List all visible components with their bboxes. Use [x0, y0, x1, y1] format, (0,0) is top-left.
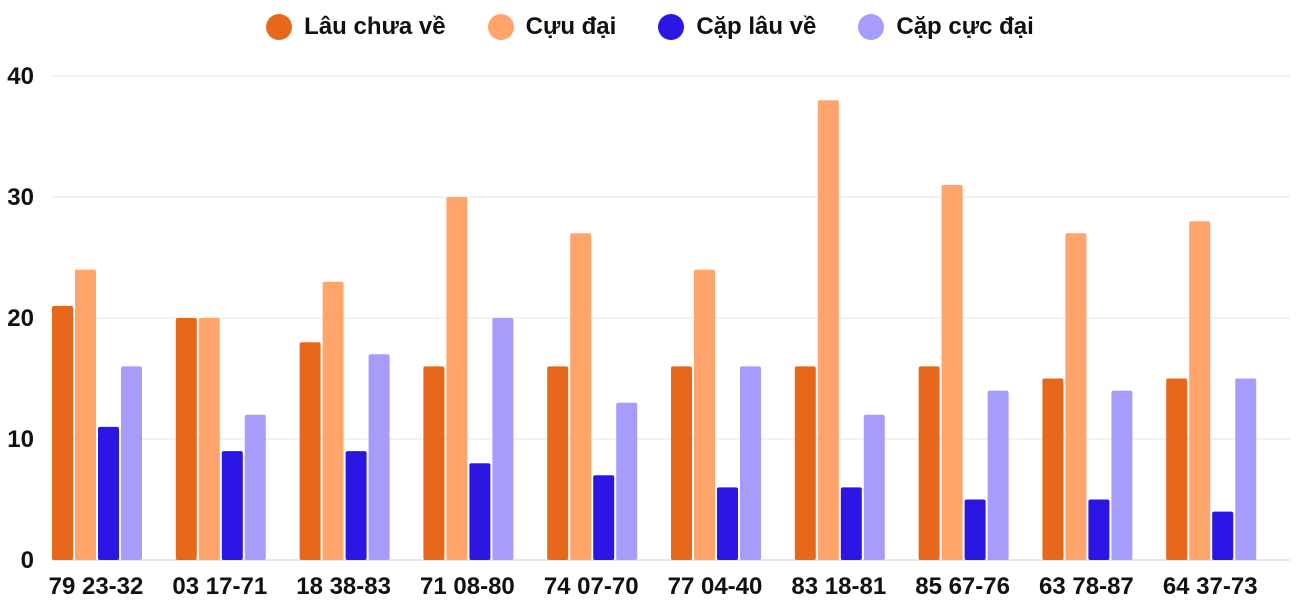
bar [964, 499, 986, 560]
x-tick-label: 77 04-40 [668, 573, 763, 600]
bar [198, 318, 220, 560]
legend-item-lau-chua-ve: Lâu chưa về [266, 13, 446, 41]
bar [175, 318, 197, 560]
bar [547, 366, 569, 560]
legend-label: Cặp cực đại [896, 13, 1034, 40]
bar [817, 100, 839, 560]
bar [368, 354, 390, 560]
x-tick-label: 83 18-81 [791, 573, 886, 600]
bar [244, 414, 266, 560]
y-tick-label: 30 [7, 184, 34, 211]
bar [694, 269, 715, 560]
bar [794, 366, 816, 560]
bar [221, 451, 243, 560]
legend-item-cap-lau-ve: Cặp lâu về [658, 13, 816, 41]
bar [671, 366, 692, 560]
bar [740, 366, 761, 560]
x-tick-label: 63 78-87 [1039, 573, 1134, 600]
x-tick-label: 85 67-76 [915, 573, 1010, 600]
bar [918, 366, 940, 560]
bar [863, 414, 885, 560]
bar [840, 487, 862, 560]
y-tick-label: 10 [7, 426, 34, 453]
legend: Lâu chưa về Cựu đại Cặp lâu về Cặp cực đ… [0, 10, 1300, 44]
legend-swatch-icon [487, 14, 514, 40]
legend-label: Cựu đại [525, 13, 617, 40]
x-tick-label: 71 08-80 [420, 573, 515, 600]
bar [593, 475, 615, 560]
bar [492, 318, 514, 560]
legend-swatch-icon [858, 14, 885, 40]
legend-item-cap-cuc-dai: Cặp cực đại [858, 13, 1034, 41]
bar [1111, 390, 1133, 560]
bar [446, 197, 468, 560]
bar [1235, 378, 1257, 560]
bar [322, 281, 344, 560]
bar [1042, 378, 1064, 560]
bar [570, 233, 592, 561]
bar [1065, 233, 1087, 561]
bar [1189, 221, 1211, 560]
legend-swatch-icon [266, 14, 293, 40]
bar [1088, 499, 1110, 560]
x-tick-label: 74 07-70 [544, 573, 639, 600]
bar [616, 402, 638, 560]
bar [423, 366, 445, 560]
y-tick-label: 20 [7, 305, 34, 332]
x-tick-label: 18 38-83 [296, 573, 391, 600]
x-tick-label: 79 23-32 [49, 573, 144, 600]
bar [52, 305, 73, 560]
bar [717, 487, 738, 560]
bar [98, 426, 119, 560]
legend-swatch-icon [658, 14, 685, 40]
bar [75, 269, 96, 560]
y-tick-label: 40 [7, 63, 34, 90]
legend-label: Lâu chưa về [304, 13, 446, 40]
bar [345, 451, 367, 560]
bar [121, 366, 142, 560]
x-tick-label: 64 37-73 [1163, 573, 1258, 600]
bar [299, 342, 321, 560]
y-tick-label: 0 [21, 547, 34, 574]
x-tick-label: 03 17-71 [172, 573, 267, 600]
bar [469, 463, 491, 560]
legend-item-cuu-dai: Cựu đại [487, 13, 617, 41]
legend-label: Cặp lâu về [696, 13, 817, 40]
bar [941, 184, 963, 560]
bar [1212, 511, 1234, 560]
bar [1166, 378, 1188, 560]
bar [987, 390, 1009, 560]
